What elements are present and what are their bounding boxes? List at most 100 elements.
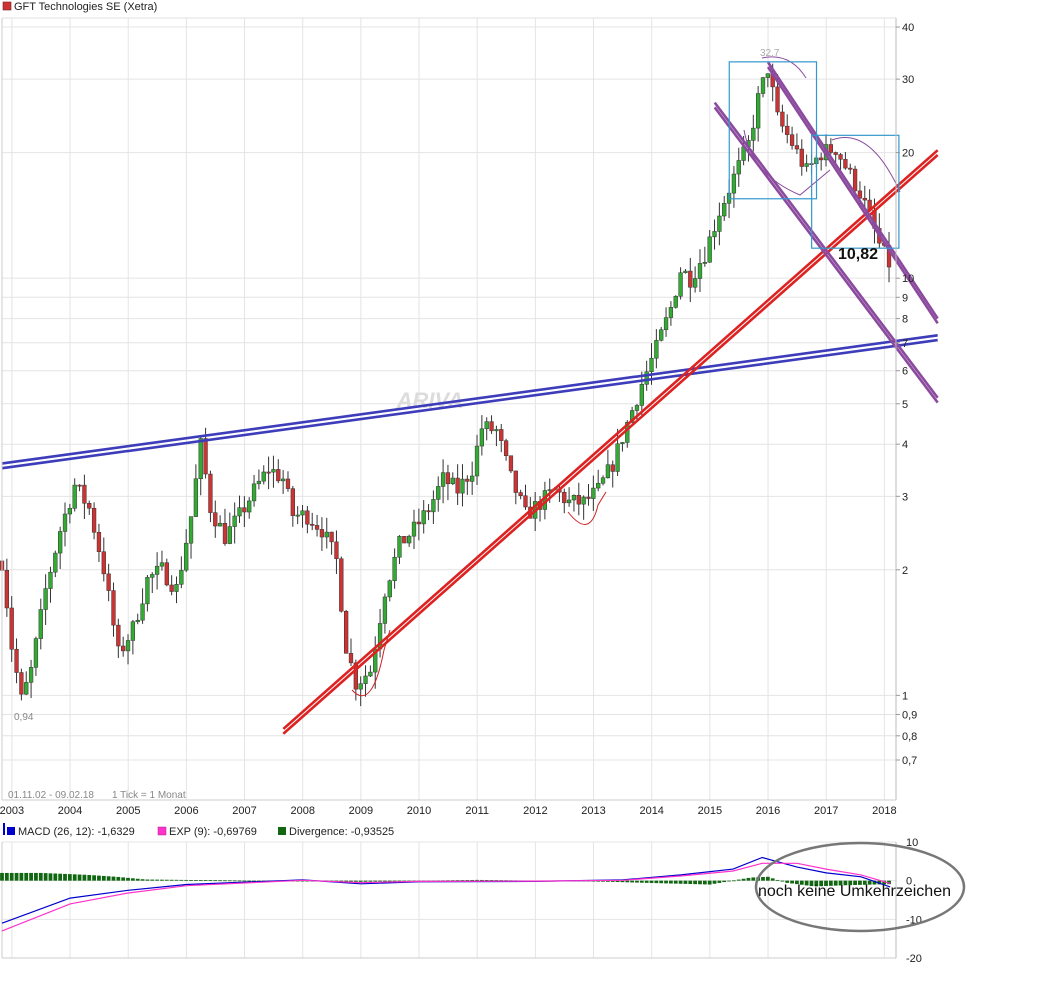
candle-body xyxy=(121,645,126,652)
candle-body xyxy=(654,340,659,359)
candle-body xyxy=(339,558,344,612)
histogram-bar xyxy=(858,880,862,885)
candle-body xyxy=(717,215,722,232)
y-tick-label: 2 xyxy=(902,565,908,577)
candle-body xyxy=(499,429,504,441)
histogram-bar xyxy=(795,880,799,885)
y-tick-label: 0,7 xyxy=(902,755,917,767)
candle-body xyxy=(334,541,339,559)
histogram-bar xyxy=(213,880,218,882)
histogram-bar xyxy=(770,878,775,881)
candle-body xyxy=(48,571,53,589)
candle-body xyxy=(702,262,707,264)
x-tick-label: 2013 xyxy=(581,805,605,817)
x-tick-label: 2018 xyxy=(872,805,896,817)
candle-body xyxy=(576,495,581,505)
y-tick-label: 30 xyxy=(902,74,914,86)
candle-body xyxy=(794,145,800,150)
candle-body xyxy=(615,443,620,472)
candle-body xyxy=(4,569,9,609)
macd-legend: MACD (26, 12): -1,6329 EXP (9): -0,69769… xyxy=(3,823,394,838)
histogram-bar xyxy=(353,880,358,882)
candle-body xyxy=(314,525,320,530)
histogram-bar xyxy=(135,878,140,881)
histogram-bar xyxy=(460,880,465,881)
candle-body xyxy=(19,672,24,695)
candle-body xyxy=(610,464,615,472)
candle-body xyxy=(440,472,446,487)
candle-body xyxy=(392,556,397,581)
candle-body xyxy=(53,552,58,573)
candle-body xyxy=(72,484,77,509)
candle-body xyxy=(256,480,262,485)
candle-body xyxy=(62,513,68,532)
histogram-bar xyxy=(339,880,344,882)
pattern-box xyxy=(728,61,818,200)
histogram-bar xyxy=(368,880,373,882)
histogram-bar xyxy=(872,880,877,885)
candle-body xyxy=(295,514,300,517)
candle-body xyxy=(38,609,43,639)
candle-body xyxy=(484,421,489,430)
histogram-bar xyxy=(761,877,765,881)
histogram-bar xyxy=(799,880,804,885)
histogram-bar xyxy=(349,880,353,882)
candle-body xyxy=(663,317,669,330)
candle-body xyxy=(862,197,867,201)
candle-body xyxy=(174,584,179,592)
histogram-bar xyxy=(732,880,736,882)
candle-body xyxy=(9,607,14,650)
candle-body xyxy=(353,662,358,690)
candle-body xyxy=(848,167,853,170)
histogram-bar xyxy=(358,880,363,882)
candle-body xyxy=(397,536,402,558)
candle-body xyxy=(159,562,165,567)
histogram-bar xyxy=(741,878,746,881)
histogram-bar xyxy=(179,879,184,881)
candle-body xyxy=(445,472,451,485)
histogram-bar xyxy=(853,880,857,886)
channel-sketch xyxy=(761,56,807,79)
histogram-bar xyxy=(838,880,843,886)
histogram-bar xyxy=(751,877,756,881)
histogram-bar xyxy=(383,880,387,882)
candle-body xyxy=(455,477,460,494)
candle-body xyxy=(58,531,63,554)
candle-body xyxy=(668,307,674,318)
y-tick-label: 1 xyxy=(902,690,908,702)
histogram-bar xyxy=(455,880,460,882)
candle-body xyxy=(634,405,640,411)
macd-annotation: noch keine Umkehrzeichen xyxy=(758,883,951,900)
x-tick-label: 2010 xyxy=(407,805,431,817)
candle-body xyxy=(804,163,809,167)
histogram-bar xyxy=(145,879,150,881)
histogram-bar xyxy=(247,880,252,882)
trend-line xyxy=(766,61,939,320)
histogram-bar xyxy=(53,873,58,881)
candle-body xyxy=(358,683,363,690)
histogram-bar xyxy=(43,873,48,881)
candle-body xyxy=(106,573,111,591)
candle-body xyxy=(140,603,145,621)
histogram-bar xyxy=(702,880,707,885)
histogram-bar xyxy=(82,874,87,881)
histogram-bar xyxy=(67,874,72,881)
histogram-bar xyxy=(669,880,673,884)
candle-body xyxy=(518,492,523,496)
histogram-bar xyxy=(397,880,402,882)
histogram-bar xyxy=(887,880,891,885)
candle-body xyxy=(688,270,693,288)
candle-body xyxy=(24,682,29,695)
candle-body xyxy=(460,478,465,494)
histogram-bar xyxy=(174,879,179,881)
histogram-bar xyxy=(164,879,169,881)
legend-divergence: Divergence: -0,93525 xyxy=(289,826,394,838)
candle-body xyxy=(692,278,698,288)
histogram-bar xyxy=(242,880,247,882)
candle-body xyxy=(479,428,485,447)
candle-body xyxy=(184,542,189,571)
candle-body xyxy=(247,500,252,513)
histogram-bar xyxy=(87,874,92,881)
y-tick-label: 40 xyxy=(902,22,914,34)
candle-body xyxy=(111,590,116,626)
